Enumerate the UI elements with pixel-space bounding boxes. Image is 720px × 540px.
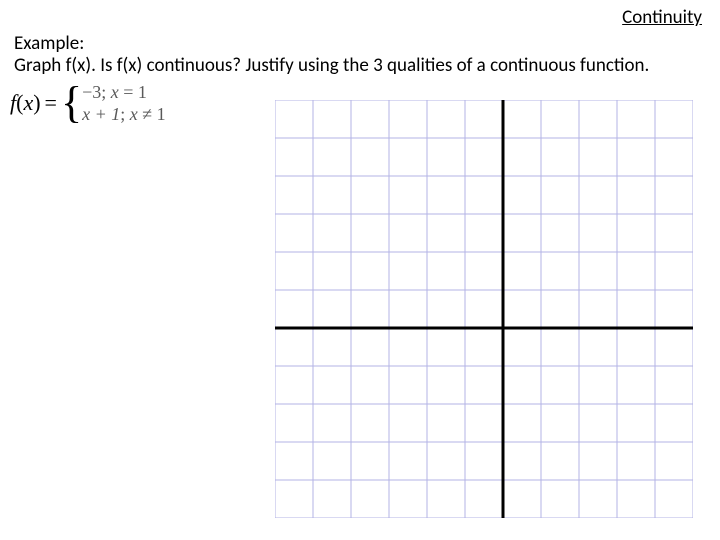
prompt-text: Graph f(x). Is f(x) continuous? Justify … [14,54,649,77]
case1-cond-val: 1 [138,82,147,102]
case-1: −3; x = 1 [82,82,147,102]
coordinate-grid [275,100,693,523]
piecewise-formula: f(x)={ −3; x = 1 x + 1; x ≠ 1 [10,83,166,127]
grid-svg [275,100,693,518]
case-2: x + 1; x ≠ 1 [82,104,166,124]
case1-cond-op: = [123,82,133,102]
case2-expr: x + 1 [82,104,120,124]
func-arg: x [23,90,33,115]
example-label: Example: [14,32,84,55]
case2-cond-val: 1 [157,104,166,124]
slide-page: { "header": { "title": "Continuity", "ex… [0,0,720,540]
case2-cond-var: x [130,104,138,124]
case2-cond-op: ≠ [142,104,152,124]
case1-value: −3 [82,82,101,102]
case1-cond-var: x [111,82,119,102]
page-title: Continuity [622,6,702,29]
